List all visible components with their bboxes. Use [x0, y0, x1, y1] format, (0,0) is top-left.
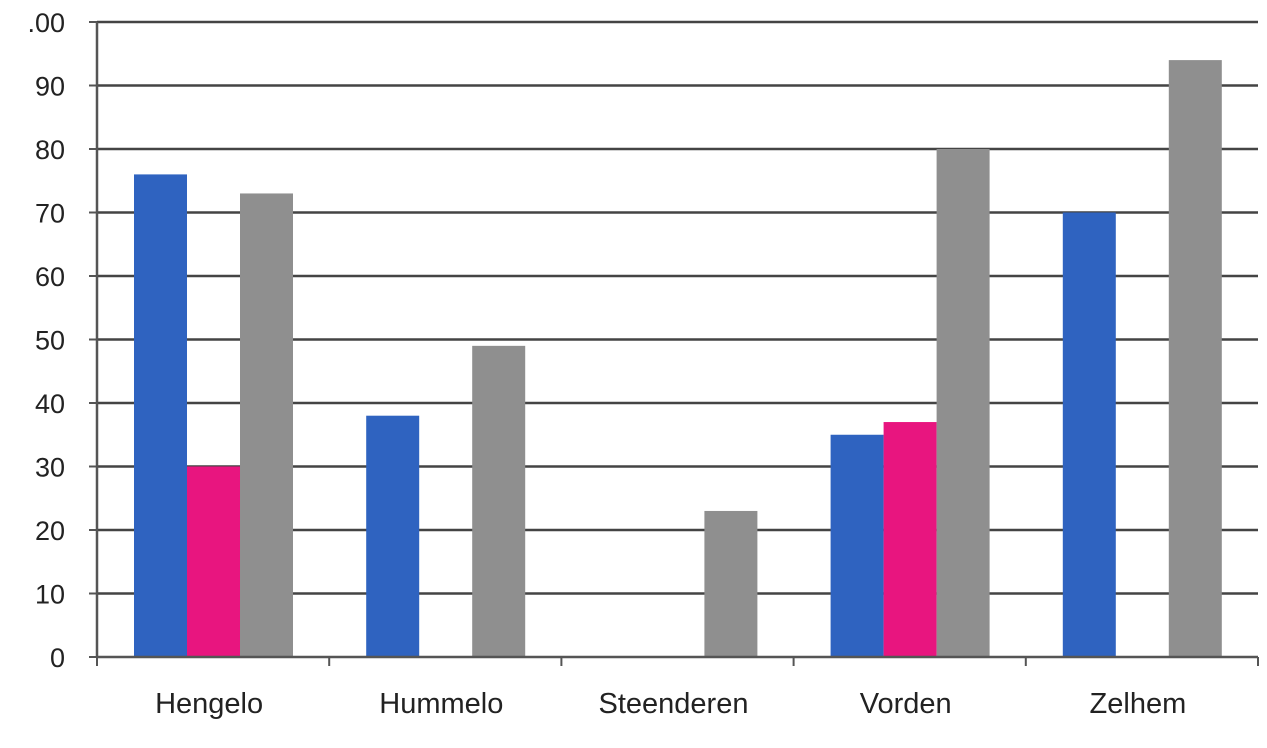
bar-zelhem-s1: [1062, 212, 1116, 657]
bar-hengelo-s3: [240, 193, 293, 657]
y-tick-label: 30: [35, 453, 65, 483]
tick-labels: 0 10 20 30 40 50 60 70 80 90 .00 Hengelo Hummelo Stee…: [27, 8, 1186, 720]
x-tick-label: Hummelo: [379, 688, 503, 720]
y-tick-label: 90: [35, 72, 65, 102]
bar-vorden-s2: [883, 422, 937, 657]
y-tick-label: 60: [35, 262, 65, 292]
y-tick-label: 70: [35, 199, 65, 229]
bars: [134, 60, 1222, 658]
bar-steenderen-s3: [704, 510, 758, 657]
y-tick-label: .00: [27, 8, 65, 38]
x-tick-label: Steenderen: [599, 688, 749, 720]
x-tick-label: Vorden: [860, 688, 952, 720]
y-tick-label: 10: [35, 580, 65, 610]
x-tick-label: Zelhem: [1090, 688, 1187, 720]
bar-zelhem-s3: [1168, 60, 1222, 658]
y-tick-label: 20: [35, 516, 65, 546]
y-tick-label: 40: [35, 389, 65, 419]
bar-hengelo-s2: [187, 466, 240, 657]
bar-hummelo-s3: [472, 345, 526, 657]
axes: [89, 21, 1259, 666]
x-tick-label: Hengelo: [155, 688, 263, 720]
bar-vorden-s3: [936, 149, 990, 657]
y-tick-label: 50: [35, 326, 65, 356]
bar-hengelo-s1: [134, 174, 187, 657]
y-tick-label: 0: [50, 643, 65, 673]
bar-hummelo-s1: [366, 415, 420, 657]
bar-vorden-s1: [830, 434, 884, 657]
y-tick-label: 80: [35, 135, 65, 165]
